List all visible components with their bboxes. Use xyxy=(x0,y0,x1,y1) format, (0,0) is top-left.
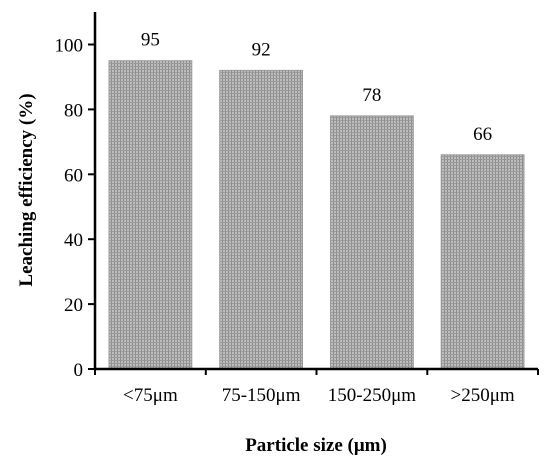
y-tick-label-0: 0 xyxy=(74,360,84,381)
y-tick-label-100: 100 xyxy=(55,36,84,57)
y-tick-label-40: 40 xyxy=(64,230,83,251)
bar-2 xyxy=(219,69,303,370)
data-label-2: 92 xyxy=(252,39,271,60)
data-label-1: 95 xyxy=(141,30,160,51)
data-label-3: 78 xyxy=(362,85,381,106)
y-tick-label-80: 80 xyxy=(64,100,83,121)
y-tick-label-60: 60 xyxy=(64,165,83,186)
x-axis-title: Particle size (μm) xyxy=(245,435,387,456)
y-tick-label-20: 20 xyxy=(64,295,83,316)
x-tick-label-2: 75-150μm xyxy=(222,385,301,406)
x-tick-label-3: 150-250μm xyxy=(328,385,417,406)
y-axis-title: Leaching efficiency (%) xyxy=(16,93,37,286)
data-label-4: 66 xyxy=(473,124,492,145)
bar-3 xyxy=(330,115,414,370)
bar-1 xyxy=(108,60,193,370)
x-tick-label-1: <75μm xyxy=(123,385,178,406)
x-tick-label-4: >250μm xyxy=(451,385,515,406)
bar-4 xyxy=(440,154,525,370)
